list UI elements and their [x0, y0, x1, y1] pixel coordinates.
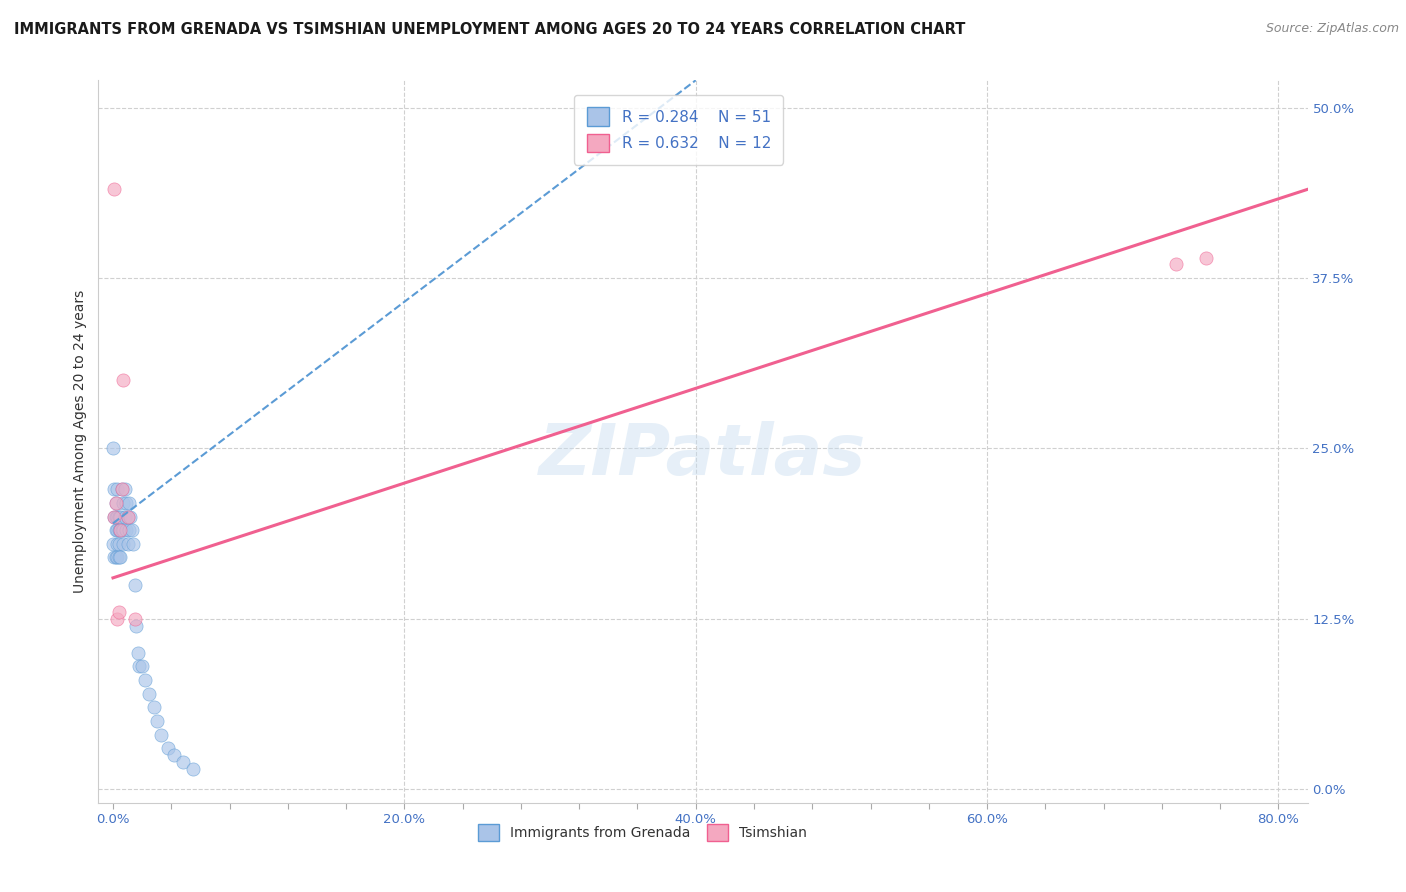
- Point: [105, 509, 128, 524]
- Point: [108, 537, 131, 551]
- Point: [111, 523, 134, 537]
- Point: [138, 687, 160, 701]
- Point: [112, 496, 135, 510]
- Point: [108, 550, 131, 565]
- Point: [105, 550, 128, 565]
- Point: [150, 728, 173, 742]
- Point: [110, 523, 132, 537]
- Point: [105, 482, 128, 496]
- Point: [120, 509, 142, 524]
- Point: [134, 673, 156, 687]
- Point: [105, 612, 128, 626]
- Point: [118, 496, 141, 510]
- Point: [112, 373, 135, 387]
- Point: [112, 523, 135, 537]
- Point: [103, 482, 125, 496]
- Point: [172, 755, 194, 769]
- Point: [103, 550, 125, 565]
- Point: [121, 523, 143, 537]
- Point: [111, 482, 134, 496]
- Point: [1194, 251, 1216, 265]
- Y-axis label: Unemployment Among Ages 20 to 24 years: Unemployment Among Ages 20 to 24 years: [73, 290, 87, 593]
- Point: [104, 496, 127, 510]
- Text: IMMIGRANTS FROM GRENADA VS TSIMSHIAN UNEMPLOYMENT AMONG AGES 20 TO 24 YEARS CORR: IMMIGRANTS FROM GRENADA VS TSIMSHIAN UNE…: [14, 22, 966, 37]
- Point: [112, 537, 135, 551]
- Point: [128, 659, 150, 673]
- Point: [131, 659, 153, 673]
- Point: [108, 523, 131, 537]
- Point: [157, 741, 180, 756]
- Point: [117, 537, 139, 551]
- Point: [122, 537, 145, 551]
- Point: [117, 509, 139, 524]
- Text: ZIPatlas: ZIPatlas: [540, 422, 866, 491]
- Point: [101, 442, 124, 456]
- Point: [110, 509, 132, 524]
- Point: [108, 605, 131, 619]
- Point: [125, 618, 148, 632]
- Point: [124, 612, 146, 626]
- Point: [124, 577, 146, 591]
- Point: [105, 537, 128, 551]
- Point: [103, 509, 125, 524]
- Point: [142, 700, 165, 714]
- Point: [114, 482, 136, 496]
- Legend: Immigrants from Grenada, Tsimshian: Immigrants from Grenada, Tsimshian: [472, 818, 813, 847]
- Point: [111, 482, 134, 496]
- Point: [118, 523, 141, 537]
- Point: [115, 496, 138, 510]
- Text: Source: ZipAtlas.com: Source: ZipAtlas.com: [1265, 22, 1399, 36]
- Point: [127, 646, 149, 660]
- Point: [104, 523, 127, 537]
- Point: [105, 523, 128, 537]
- Point: [103, 509, 125, 524]
- Point: [117, 509, 139, 524]
- Point: [110, 523, 132, 537]
- Point: [104, 496, 127, 510]
- Point: [101, 537, 124, 551]
- Point: [1166, 257, 1188, 271]
- Point: [103, 182, 125, 196]
- Point: [163, 748, 186, 763]
- Point: [115, 523, 138, 537]
- Point: [104, 550, 127, 565]
- Point: [110, 550, 132, 565]
- Point: [145, 714, 167, 728]
- Point: [114, 509, 136, 524]
- Point: [104, 509, 127, 524]
- Point: [108, 509, 131, 524]
- Point: [181, 762, 204, 776]
